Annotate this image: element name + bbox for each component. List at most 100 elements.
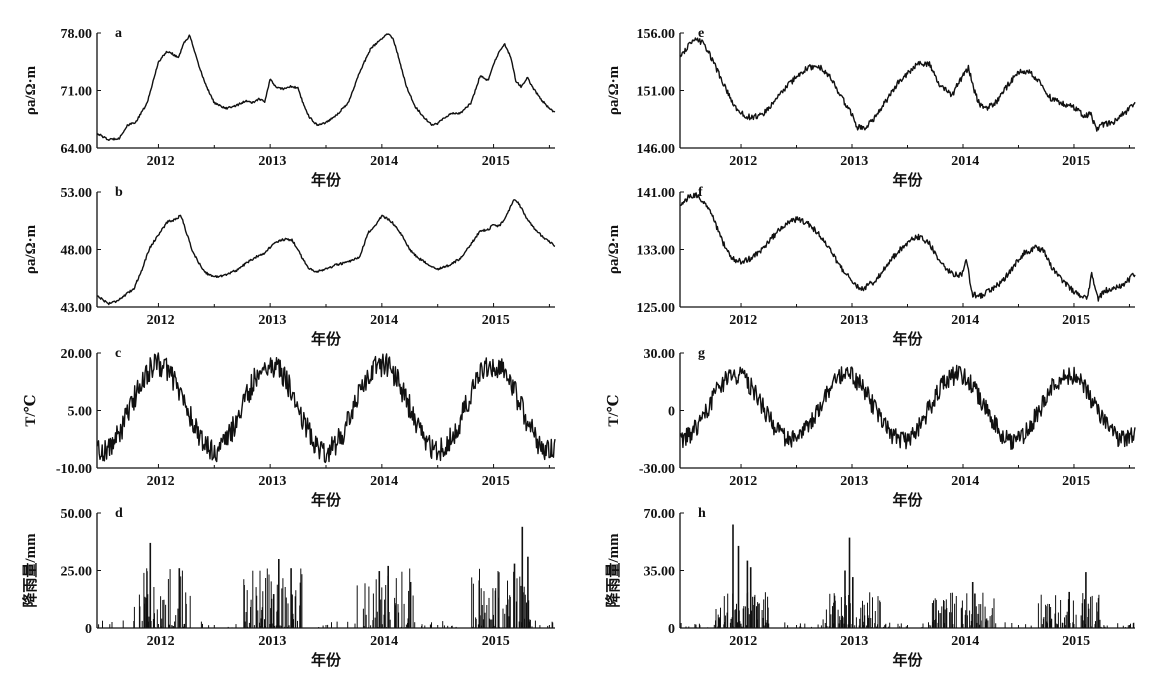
panel-g: -30.00 0 30.00 2012 2013 2014 2015 年份 T/℃ g bbox=[606, 346, 1136, 509]
x-tick-label: 2013 bbox=[258, 154, 286, 169]
rain-bar bbox=[863, 625, 865, 628]
rain-bar bbox=[729, 622, 731, 628]
rain-bar bbox=[859, 618, 861, 628]
rain-bar bbox=[741, 626, 743, 628]
rain-peak-bar bbox=[1068, 591, 1070, 628]
rain-bar bbox=[183, 626, 184, 628]
rain-bar bbox=[943, 601, 945, 628]
panel-d: 0 25.00 50.00 2012 2013 2014 2015 年份 降雨量/mm d bbox=[21, 506, 555, 669]
rain-bar bbox=[837, 609, 839, 628]
rain-bar bbox=[509, 596, 511, 628]
rain-bar bbox=[167, 579, 169, 628]
rain-bar bbox=[403, 603, 405, 628]
rain-bar bbox=[276, 584, 278, 628]
rain-bar bbox=[524, 594, 526, 628]
rain-bar bbox=[534, 620, 536, 628]
rain-bar bbox=[243, 585, 245, 628]
rain-bar bbox=[515, 601, 517, 628]
rain-bar bbox=[977, 613, 979, 628]
rain-bar bbox=[1133, 622, 1135, 628]
rain-bar bbox=[934, 598, 936, 628]
rain-bar bbox=[845, 605, 847, 628]
rain-bar bbox=[1040, 594, 1042, 628]
rain-bar bbox=[482, 619, 484, 628]
rain-bar bbox=[1084, 599, 1085, 628]
rain-bar bbox=[1057, 612, 1059, 628]
rain-bar bbox=[883, 626, 885, 628]
rain-bar bbox=[731, 617, 733, 628]
rain-bar bbox=[736, 603, 737, 628]
rain-bar bbox=[160, 596, 162, 628]
rain-bar bbox=[1081, 603, 1083, 628]
rain-bar bbox=[935, 599, 937, 628]
rain-bar bbox=[293, 619, 294, 628]
rain-bar bbox=[259, 570, 261, 628]
rain-bar bbox=[551, 621, 553, 628]
rain-bar bbox=[757, 602, 759, 628]
rain-bar bbox=[1090, 596, 1092, 628]
rain-bar bbox=[388, 612, 390, 628]
panel-label: f bbox=[698, 185, 703, 200]
rain-bar bbox=[318, 627, 320, 628]
rain-bar bbox=[499, 627, 501, 628]
rain-bar bbox=[519, 576, 521, 628]
rain-bar bbox=[950, 592, 952, 628]
rain-bar bbox=[272, 594, 274, 628]
rain-bar bbox=[147, 594, 149, 628]
rain-bar bbox=[173, 626, 174, 628]
rain-bar bbox=[956, 627, 958, 628]
rain-bar bbox=[539, 625, 541, 628]
rain-bar bbox=[490, 619, 492, 628]
rain-bar bbox=[1045, 604, 1047, 628]
rain-bar bbox=[447, 625, 449, 628]
rain-bar bbox=[1060, 600, 1062, 628]
rain-bar bbox=[1045, 606, 1047, 628]
rain-bar bbox=[833, 602, 835, 628]
rain-bar bbox=[724, 615, 726, 628]
x-tick-label: 2014 bbox=[951, 154, 979, 169]
rain-bar bbox=[395, 578, 397, 628]
rain-bar bbox=[505, 604, 507, 628]
rain-bar bbox=[376, 611, 378, 628]
rain-bar bbox=[1087, 603, 1089, 628]
rain-bar bbox=[989, 616, 991, 628]
rain-bar bbox=[1062, 622, 1064, 628]
y-axis-label: 降雨量/mm bbox=[21, 533, 39, 608]
x-tick-label: 2012 bbox=[147, 634, 175, 649]
rain-bar bbox=[442, 621, 444, 628]
y-tick-label: 125.00 bbox=[637, 301, 676, 316]
rain-bar bbox=[752, 596, 754, 628]
rain-bar bbox=[252, 570, 254, 628]
rain-bar bbox=[1047, 603, 1049, 628]
rain-bar bbox=[975, 606, 977, 628]
rain-bar bbox=[489, 618, 491, 628]
rain-peak-bar bbox=[971, 582, 974, 628]
rain-bar bbox=[253, 625, 255, 628]
y-axis-label: T/℃ bbox=[23, 394, 39, 426]
rain-bar bbox=[799, 623, 801, 628]
rain-bar bbox=[284, 587, 286, 628]
x-tick-label: 2013 bbox=[840, 313, 868, 328]
x-tick-label: 2015 bbox=[1062, 634, 1090, 649]
x-tick-label: 2014 bbox=[370, 474, 398, 489]
rain-bar bbox=[1046, 621, 1048, 628]
rain-bar bbox=[1088, 608, 1090, 628]
rain-bar bbox=[961, 600, 963, 628]
rain-bar bbox=[888, 626, 890, 628]
rain-bar bbox=[385, 627, 387, 628]
rain-bar bbox=[547, 625, 549, 628]
rain-bar bbox=[723, 596, 725, 628]
rain-bar bbox=[143, 603, 145, 628]
series-line bbox=[679, 364, 1136, 450]
panel-label: c bbox=[115, 346, 121, 361]
rain-bar bbox=[273, 594, 275, 628]
rain-bar bbox=[175, 615, 177, 628]
rain-bar bbox=[250, 607, 251, 628]
y-tick-label: 156.00 bbox=[637, 27, 676, 42]
rain-bar bbox=[520, 622, 522, 628]
rain-bar bbox=[385, 585, 387, 628]
rain-bar bbox=[492, 588, 494, 628]
rain-bar bbox=[877, 596, 879, 628]
y-axis-label: ρa/Ω·m bbox=[23, 224, 39, 274]
rain-bar bbox=[1100, 626, 1102, 628]
